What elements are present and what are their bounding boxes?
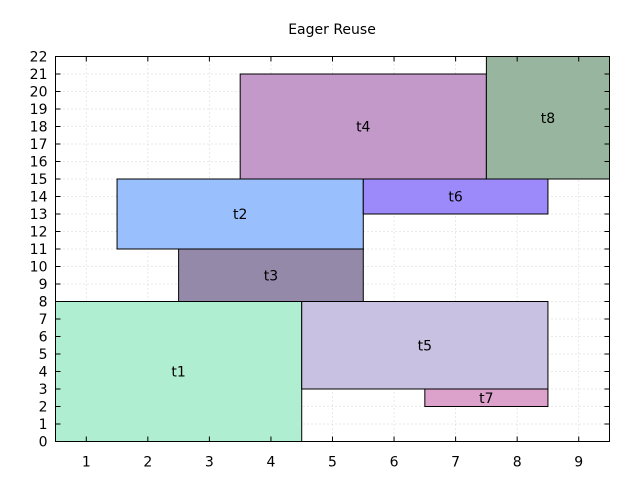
x-tick-label: 5 bbox=[328, 455, 337, 471]
rect-label-t3: t3 bbox=[264, 268, 278, 284]
y-tick-label: 18 bbox=[30, 120, 48, 136]
rect-t2 bbox=[116, 178, 364, 250]
rect-t6 bbox=[362, 178, 549, 215]
rect-label-t4: t4 bbox=[356, 120, 370, 136]
y-tick-label: 7 bbox=[39, 312, 48, 328]
y-tick-label: 11 bbox=[30, 242, 48, 258]
y-tick-label: 17 bbox=[30, 137, 48, 153]
rect-label-t8: t8 bbox=[541, 111, 555, 127]
x-tick-label: 4 bbox=[266, 455, 275, 471]
rect-label-t1: t1 bbox=[171, 365, 185, 381]
x-tick-label: 6 bbox=[390, 455, 399, 471]
x-tick-label: 9 bbox=[574, 455, 583, 471]
chart-title: Eager Reuse bbox=[288, 22, 376, 38]
x-tick-label: 3 bbox=[205, 455, 214, 471]
y-tick-label: 20 bbox=[30, 85, 48, 101]
y-tick-label: 5 bbox=[39, 347, 48, 363]
y-tick-label: 6 bbox=[39, 330, 48, 346]
rect-t5 bbox=[301, 301, 549, 390]
axis-ticks: 1 2 3 4 5 6 7 8 90123456789101112131415161718192… bbox=[30, 50, 610, 471]
y-tick-label: 10 bbox=[30, 260, 48, 276]
y-tick-label: 3 bbox=[39, 382, 48, 398]
rect-label-t5: t5 bbox=[418, 338, 432, 354]
rect-label-t7: t7 bbox=[479, 391, 493, 407]
rect-t8 bbox=[485, 56, 610, 180]
y-tick-label: 4 bbox=[39, 365, 48, 381]
y-tick-label: 1 bbox=[39, 417, 48, 433]
y-tick-label: 14 bbox=[30, 190, 48, 206]
rect-t4 bbox=[239, 73, 487, 180]
y-tick-label: 19 bbox=[30, 102, 48, 118]
y-tick-label: 9 bbox=[39, 277, 48, 293]
x-tick-label: 1 bbox=[82, 455, 91, 471]
rect-t1 bbox=[55, 301, 303, 442]
y-tick-label: 22 bbox=[30, 50, 48, 66]
y-tick-label: 12 bbox=[30, 225, 48, 241]
x-tick-label: 2 bbox=[143, 455, 152, 471]
y-tick-label: 21 bbox=[30, 67, 48, 83]
rect-t7 bbox=[424, 388, 549, 407]
y-tick-label: 15 bbox=[30, 172, 48, 188]
y-tick-label: 0 bbox=[39, 435, 48, 451]
x-tick-label: 7 bbox=[451, 455, 460, 471]
y-tick-label: 16 bbox=[30, 155, 48, 171]
rect-t3 bbox=[178, 248, 364, 302]
rect-label-t2: t2 bbox=[233, 207, 247, 223]
y-tick-label: 8 bbox=[39, 295, 48, 311]
x-tick-label: 8 bbox=[513, 455, 522, 471]
y-tick-label: 13 bbox=[30, 207, 48, 223]
rect-label-t6: t6 bbox=[448, 190, 462, 206]
rectangles: t1 t2 t3 t4 t5 t6 t7 t8 bbox=[55, 56, 610, 442]
y-tick-label: 2 bbox=[39, 400, 48, 416]
